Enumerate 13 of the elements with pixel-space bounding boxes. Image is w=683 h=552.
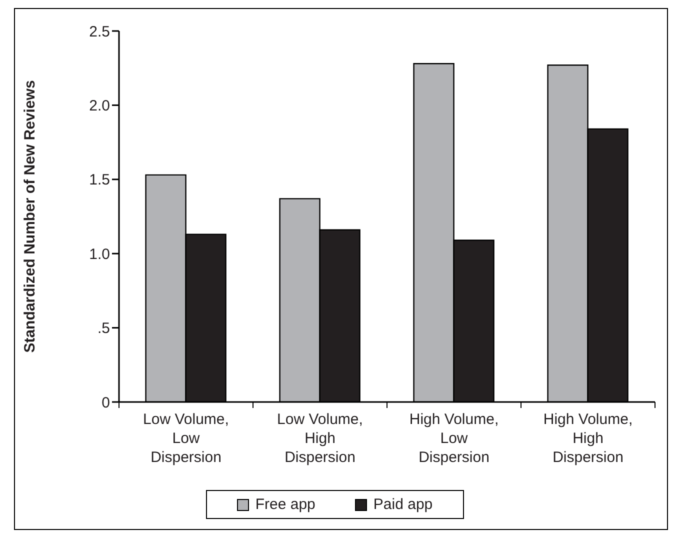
x-tick-label: Low Volume, Low Dispersion [143, 411, 229, 466]
y-tick-label: .5 [97, 320, 110, 338]
legend-label: Paid app [372, 496, 433, 513]
legend-label: Free app [254, 496, 316, 513]
x-tick-label: High Volume, High Dispersion [543, 411, 633, 466]
x-tick-label: Low Volume, High Dispersion [277, 411, 363, 466]
y-axis-title: Standardized Number of New Reviews [21, 80, 38, 353]
y-tick-label: 2.5 [89, 23, 110, 40]
x-tick-label: High Volume, Low Dispersion [409, 411, 499, 466]
y-tick-label: 1.5 [89, 172, 110, 189]
y-tick-label: 2.0 [89, 98, 110, 115]
y-tick-label: 0 [102, 394, 110, 412]
y-tick-label: 1.0 [89, 246, 110, 263]
